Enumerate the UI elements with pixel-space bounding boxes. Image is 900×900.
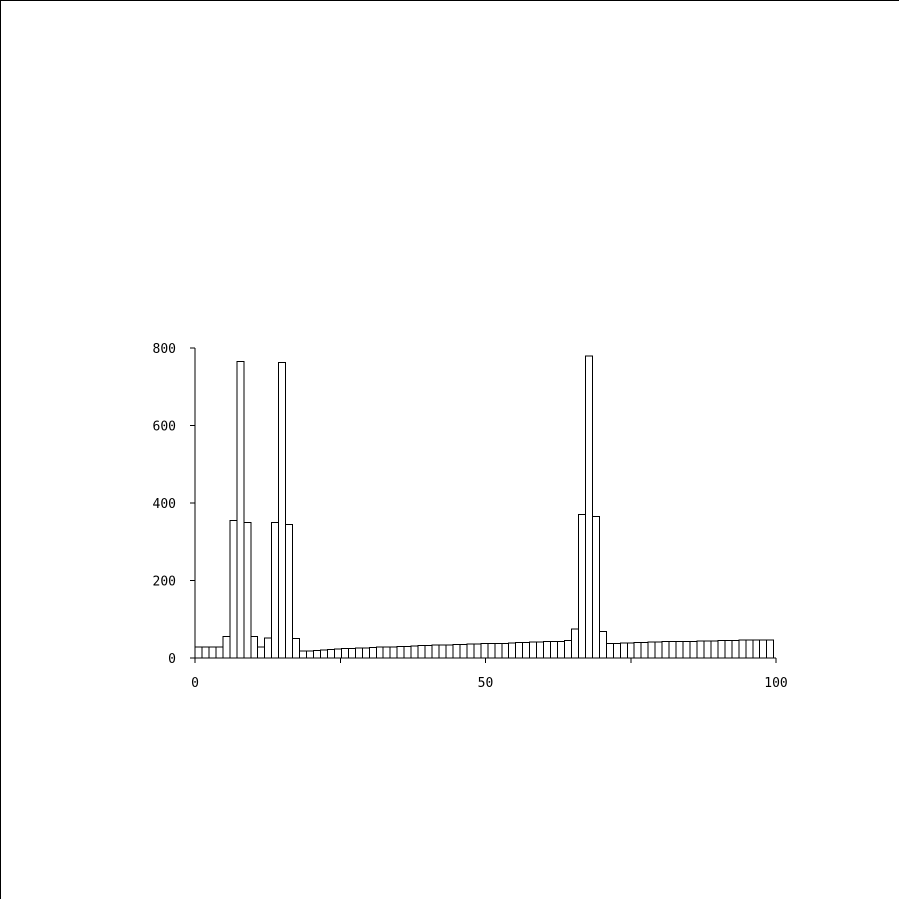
histogram-bin <box>696 640 705 659</box>
histogram-bin <box>550 641 559 659</box>
histogram-bin <box>605 642 614 659</box>
histogram-bin <box>515 642 524 659</box>
histogram-bin <box>403 645 412 659</box>
histogram-bin <box>487 643 496 659</box>
histogram-bin <box>431 644 440 659</box>
x-tick-label: 50 <box>478 676 494 691</box>
histogram-bin <box>626 642 635 659</box>
histogram-bin <box>577 514 586 659</box>
histogram-bin <box>236 361 245 659</box>
y-tick-label: 600 <box>153 420 176 435</box>
histogram-bin <box>278 362 287 659</box>
histogram-bin <box>354 647 363 659</box>
histogram-bin <box>201 646 210 659</box>
histogram-bin <box>661 641 670 659</box>
histogram-bin <box>410 645 419 659</box>
histogram-bin <box>306 650 315 659</box>
histogram-bin <box>473 643 482 659</box>
histogram-bin <box>633 642 642 659</box>
axes: 0 50 100 0 200 400 600 800 <box>153 342 788 691</box>
histogram-bin <box>396 645 405 659</box>
histogram-bin <box>675 641 684 659</box>
histogram-bin <box>738 639 747 659</box>
histogram-bin <box>347 647 356 659</box>
histogram-bin <box>752 639 761 659</box>
histogram-bin <box>257 646 266 659</box>
histogram-bin <box>766 639 775 659</box>
histogram-bin <box>640 642 649 659</box>
histogram-bin <box>299 650 308 659</box>
histogram-bin <box>689 640 698 659</box>
histogram-bin <box>759 639 768 659</box>
histogram-bin <box>557 640 566 659</box>
histogram-bin <box>466 643 475 659</box>
histogram-bin <box>445 644 454 659</box>
histogram-bin <box>647 641 656 659</box>
histogram-bin <box>459 643 468 659</box>
histogram-bin <box>368 647 377 659</box>
x-tick-label: 100 <box>764 676 787 691</box>
histogram-bin <box>564 640 572 659</box>
histogram-bin <box>501 642 510 659</box>
histogram-bin <box>382 646 391 659</box>
histogram-bin <box>654 641 663 659</box>
histogram-bin <box>612 642 621 659</box>
histogram-bin <box>285 523 294 659</box>
y-tick-label: 200 <box>153 575 176 590</box>
histogram-bin <box>703 640 712 659</box>
histogram-bin <box>536 641 545 659</box>
histogram-bin <box>598 631 607 659</box>
histogram-bin <box>438 644 447 659</box>
histogram-bin <box>333 648 342 659</box>
histogram-bin <box>731 640 740 659</box>
histogram-bin <box>619 642 628 659</box>
y-tick-label: 400 <box>153 497 176 512</box>
histogram-bin <box>264 637 273 659</box>
histogram-bin <box>243 521 252 659</box>
histogram-bin <box>745 639 754 659</box>
histogram-bin <box>208 646 217 659</box>
histogram-bin <box>452 643 461 659</box>
histogram-bin <box>724 640 733 659</box>
histogram-bin <box>375 646 384 659</box>
histogram-bin <box>668 641 677 659</box>
histogram-bin <box>194 646 203 659</box>
y-tick-label: 800 <box>153 342 176 357</box>
histogram-bin <box>250 636 259 659</box>
histogram-bin <box>229 519 238 659</box>
histogram-bin <box>682 640 691 659</box>
y-tick-label: 0 <box>168 652 176 667</box>
histogram-bin <box>480 643 489 659</box>
histogram-bin <box>361 647 370 659</box>
histogram-bin <box>591 516 600 659</box>
histogram-bin <box>584 355 593 659</box>
histogram-bin <box>522 642 531 659</box>
histogram-bin <box>326 648 335 659</box>
histogram-bin <box>417 645 426 659</box>
histogram-bin <box>271 521 280 659</box>
histogram-bin <box>570 628 579 659</box>
histogram-bin <box>508 642 517 659</box>
histogram-bin <box>222 636 231 659</box>
histogram-bin <box>494 642 503 659</box>
histogram-bin <box>710 640 719 659</box>
histogram-bin <box>389 646 398 659</box>
histogram-bin <box>424 645 433 659</box>
x-tick-label: 0 <box>191 676 199 691</box>
histogram-bin <box>292 638 301 659</box>
histogram-bin <box>340 648 349 659</box>
histogram-bin <box>313 649 321 659</box>
histogram-bin <box>717 640 726 659</box>
histogram-bin <box>215 646 224 659</box>
histogram-bin <box>543 641 552 659</box>
histogram-bars <box>194 355 775 659</box>
histogram-bin <box>529 641 538 659</box>
histogram-bin <box>319 649 328 659</box>
